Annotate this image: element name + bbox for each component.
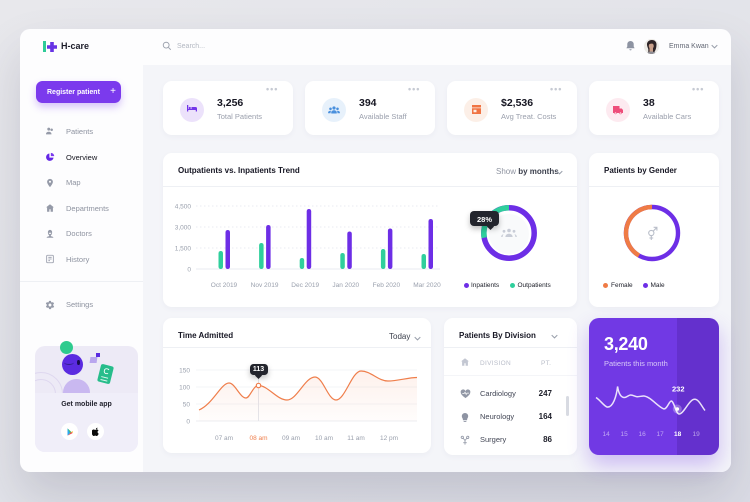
svg-text:4,500: 4,500 (175, 204, 192, 211)
svg-text:Dec 2019: Dec 2019 (291, 282, 319, 289)
svg-text:Oct 2019: Oct 2019 (211, 282, 238, 289)
svg-text:150: 150 (179, 368, 190, 375)
svg-text:11 am: 11 am (347, 435, 365, 442)
svg-text:Jan 2020: Jan 2020 (332, 282, 359, 289)
svg-text:08 am: 08 am (249, 435, 267, 442)
svg-text:0: 0 (186, 419, 190, 426)
svg-text:Mar 2020: Mar 2020 (413, 282, 441, 289)
svg-text:09 am: 09 am (282, 435, 300, 442)
svg-text:0: 0 (187, 267, 191, 274)
svg-text:100: 100 (179, 385, 190, 392)
svg-text:1,500: 1,500 (175, 246, 192, 253)
svg-text:Feb 2020: Feb 2020 (373, 282, 401, 289)
svg-text:232: 232 (672, 385, 685, 394)
svg-text:Nov 2019: Nov 2019 (251, 282, 279, 289)
svg-text:07 am: 07 am (215, 435, 233, 442)
svg-text:12 pm: 12 pm (380, 435, 398, 442)
svg-text:50: 50 (183, 402, 191, 409)
svg-text:3,000: 3,000 (175, 225, 192, 232)
svg-text:10 am: 10 am (315, 435, 333, 442)
